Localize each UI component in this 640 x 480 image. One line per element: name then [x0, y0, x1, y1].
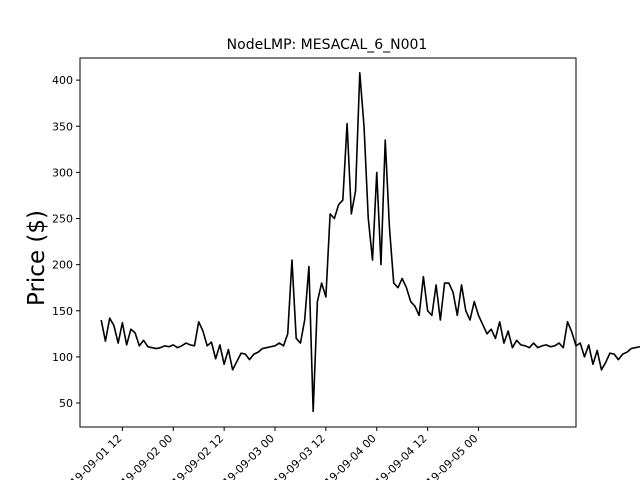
- y-axis-label: Price ($): [24, 210, 50, 306]
- y-axis: 50 100 150 200 250 300 350 400: [52, 74, 80, 410]
- y-tick-label: 250: [52, 213, 73, 226]
- y-tick-label: 100: [52, 351, 73, 364]
- x-tick-label: 2019-09-01 12: [58, 432, 125, 480]
- y-tick-label: 350: [52, 120, 73, 133]
- chart-title: NodeLMP: MESACAL_6_N001: [227, 37, 428, 53]
- y-tick-label: 400: [52, 74, 73, 87]
- plot-area: [100, 71, 640, 413]
- y-tick-label: 300: [52, 166, 73, 179]
- y-tick-label: 200: [52, 259, 73, 272]
- series-line: [100, 71, 640, 413]
- y-tick-label: 50: [59, 397, 73, 410]
- plot-frame: [79, 57, 577, 428]
- y-tick-label: 150: [52, 305, 73, 318]
